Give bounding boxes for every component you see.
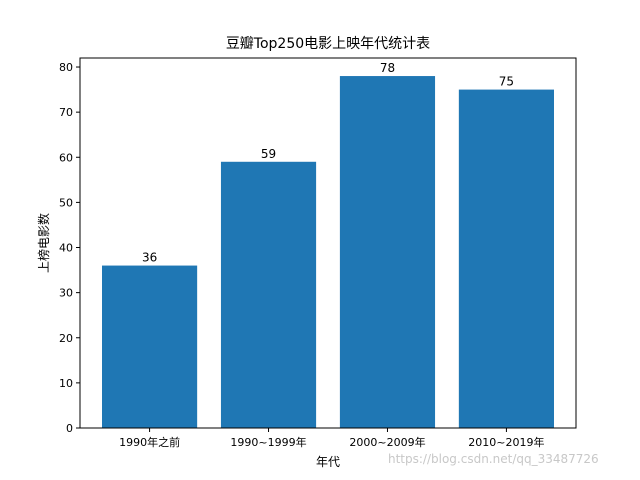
bar (339, 76, 436, 429)
x-axis-label: 年代 (316, 455, 340, 469)
y-axis-label: 上榜电影数 (36, 213, 51, 273)
y-tick-label: 20 (59, 332, 73, 345)
y-tick-label: 50 (59, 196, 73, 209)
y-tick-label: 30 (59, 287, 73, 300)
bar-value-label: 78 (380, 61, 395, 75)
y-tick-label: 60 (59, 151, 73, 164)
bar (220, 161, 317, 428)
bar (102, 265, 198, 428)
bar-value-label: 36 (142, 251, 157, 265)
x-tick-label: 1990~1999年 (230, 435, 306, 449)
x-tick-label: 2000~2009年 (349, 435, 425, 449)
y-tick-label: 40 (59, 242, 73, 255)
chart-title: 豆瓣Top250电影上映年代统计表 (226, 36, 430, 52)
watermark-text: https://blog.csdn.net/qq_33487726 (388, 452, 599, 466)
y-tick-label: 70 (59, 106, 73, 119)
y-tick-label: 10 (59, 377, 73, 390)
bar-value-label: 59 (261, 147, 276, 161)
bar (458, 89, 554, 429)
x-tick-label: 1990年之前 (119, 435, 180, 449)
y-tick-label: 0 (66, 422, 73, 435)
x-tick-label: 2010~2019年 (468, 435, 544, 449)
plot-area: 0 10 20 30 40 50 60 70 80 36 1990年之前 59 1990~1999年 78… (59, 61, 554, 449)
axes-frame (79, 57, 577, 429)
bar-value-label: 75 (499, 75, 514, 89)
y-tick-label: 80 (59, 61, 73, 74)
